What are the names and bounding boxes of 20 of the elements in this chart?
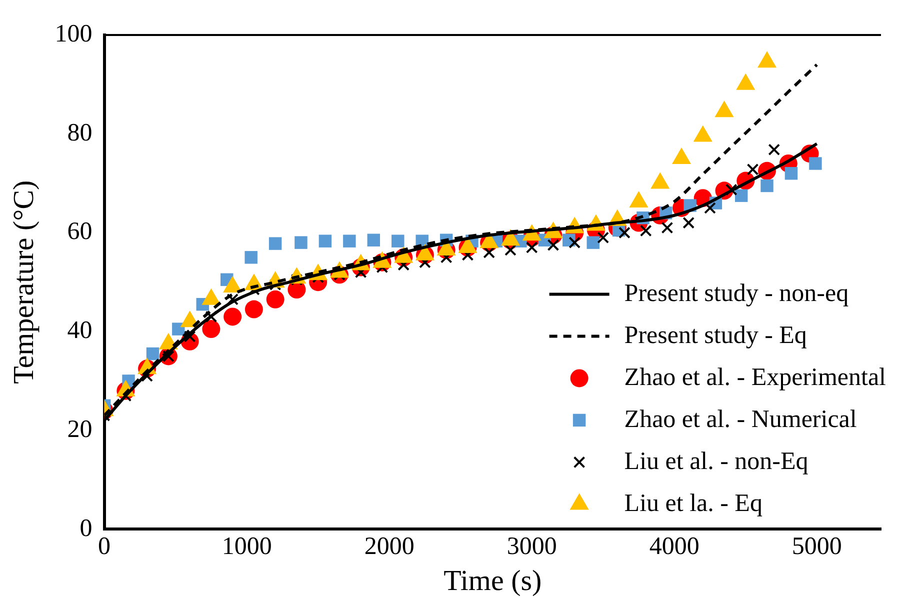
x-tick-label: 3000 xyxy=(506,532,557,560)
y-axis-title: Temperature (°C) xyxy=(8,180,40,384)
legend-label: Present study - non-eq xyxy=(624,280,850,307)
y-tick-label: 20 xyxy=(67,416,92,443)
x-tick-label: 5000 xyxy=(792,532,842,560)
x-tick-label: 2000 xyxy=(364,532,414,560)
legend-label: Zhao et al. - Numerical xyxy=(624,406,857,433)
legend-label: Present study - Eq xyxy=(624,322,808,349)
y-tick-label: 0 xyxy=(80,514,92,542)
x-axis-title: Time (s) xyxy=(444,565,542,598)
x-tick-label: 1000 xyxy=(222,532,272,560)
x-tick-label: 4000 xyxy=(649,532,700,560)
x-tick-label: 0 xyxy=(98,532,111,560)
y-tick-label: 100 xyxy=(54,20,92,48)
legend-label: Liu et al. - non-Eq xyxy=(624,448,809,475)
y-tick-label: 80 xyxy=(67,119,92,146)
legend-label: Zhao et al. - Experimental xyxy=(624,364,886,391)
y-tick-label: 40 xyxy=(67,317,92,344)
legend-label: Liu et la. - Eq xyxy=(624,490,763,517)
y-tick-label: 60 xyxy=(67,218,92,246)
